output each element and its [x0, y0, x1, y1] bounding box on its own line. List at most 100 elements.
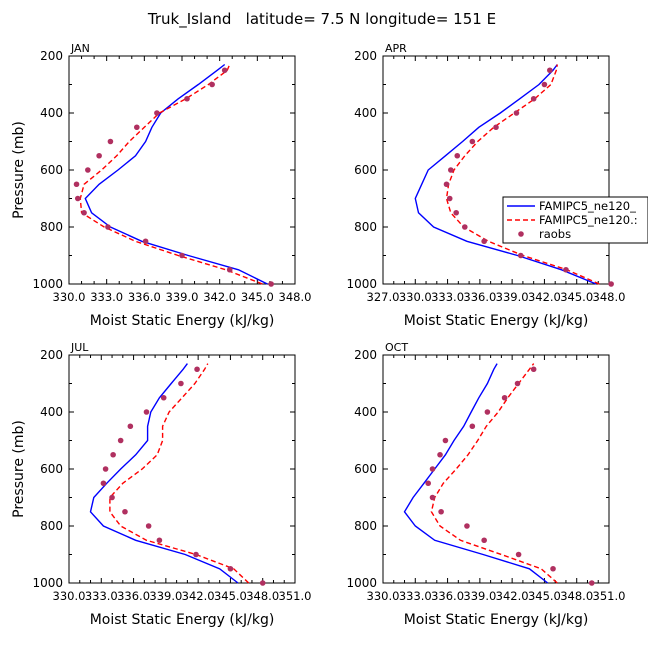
y-axis-label: Pressure (mb) — [11, 420, 27, 518]
raobs-point — [481, 238, 487, 245]
series-line-dashed — [445, 64, 600, 285]
legend-marker-dot — [518, 231, 524, 237]
x-tick-label: 333.0 — [399, 589, 432, 603]
x-tick-label: 333.0 — [431, 290, 464, 304]
raobs-point — [588, 580, 595, 586]
y-tick-label: 400 — [40, 106, 63, 120]
y-tick-label: 200 — [40, 49, 63, 63]
raobs-point — [226, 266, 233, 273]
raobs-point — [513, 110, 520, 116]
raobs-point — [429, 466, 436, 472]
panel-title: APR — [385, 42, 407, 55]
series-line-dashed — [109, 363, 250, 584]
x-tick-label: 336.0 — [431, 589, 464, 603]
y-tick-label: 200 — [40, 348, 63, 362]
x-tick-label: 339.0 — [496, 290, 529, 304]
x-tick-label: 342.0 — [182, 589, 215, 603]
y-tick-label: 200 — [354, 348, 377, 362]
panel-jul: 330.0 333.0 336.0 339.0 342.0 345.0 348.0 351.0… — [11, 341, 311, 628]
figure-title: Truk_Island latitude= 7.5 N longitude= 1… — [147, 10, 496, 29]
raobs-point — [547, 67, 553, 74]
raobs-point — [209, 81, 215, 88]
legend-label: FAMIPC5_ne120.: — [539, 213, 638, 227]
x-tick-label: 351.0 — [593, 589, 626, 603]
x-tick-label: 336.0 — [463, 290, 496, 304]
raobs-point — [156, 537, 163, 544]
raobs-point — [448, 167, 454, 173]
x-tick-label: 336.0 — [117, 589, 150, 603]
y-axis-label: Pressure (mb) — [11, 121, 27, 219]
raobs-point — [127, 423, 134, 430]
raobs-point — [541, 81, 548, 88]
y-tick-label: 200 — [354, 49, 377, 63]
x-tick-label: 348.0 — [246, 589, 279, 603]
raobs-point — [438, 508, 444, 515]
raobs-point — [563, 266, 569, 273]
x-tick-label: 348.0 — [279, 290, 312, 304]
raobs-point — [268, 281, 274, 287]
plot-frame — [68, 55, 296, 285]
x-tick-label: 348.0 — [560, 589, 593, 603]
y-tick-label: 600 — [354, 163, 377, 177]
raobs-point — [85, 167, 91, 173]
y-tick-label: 1000 — [32, 576, 63, 590]
raobs-point — [109, 494, 115, 501]
raobs-point — [122, 508, 128, 515]
raobs-point — [515, 551, 522, 558]
x-tick-label: 327.0 — [367, 290, 400, 304]
raobs-point — [107, 138, 114, 145]
raobs-point — [105, 224, 111, 230]
x-tick-label: 345.0 — [528, 589, 561, 603]
panel-oct: 330.0 333.0 336.0 339.0 342.0 345.0 348.0 351.0… — [346, 341, 625, 628]
y-tick-label: 400 — [40, 405, 63, 419]
raobs-point — [443, 181, 450, 188]
raobs-point — [117, 437, 124, 444]
raobs-point — [110, 451, 116, 458]
y-tick-label: 800 — [354, 220, 377, 234]
y-tick-label: 400 — [354, 106, 377, 120]
raobs-point — [437, 451, 443, 458]
x-axis-label: Moist Static Energy (kJ/kg) — [90, 313, 275, 329]
y-tick-label: 1000 — [346, 277, 377, 291]
x-tick-label: 330.0 — [53, 589, 86, 603]
y-tick-label: 600 — [40, 462, 63, 476]
raobs-point — [608, 281, 614, 287]
raobs-point — [179, 252, 185, 259]
raobs-point — [550, 565, 556, 572]
raobs-point — [145, 523, 152, 529]
raobs-point — [227, 565, 234, 572]
x-tick-label: 333.0 — [85, 589, 118, 603]
x-tick-label: 345.0 — [560, 290, 593, 304]
raobs-point — [81, 209, 87, 216]
x-tick-label: 348.0 — [593, 290, 626, 304]
panel-title: OCT — [385, 341, 408, 354]
y-tick-label: 1000 — [346, 576, 377, 590]
raobs-point — [259, 580, 266, 586]
series-line-solid — [414, 64, 597, 285]
raobs-point — [74, 195, 81, 202]
x-axis-label: Moist Static Energy (kJ/kg) — [404, 313, 589, 329]
raobs-point — [73, 181, 80, 188]
raobs-point — [425, 480, 432, 487]
plot-frame — [382, 354, 610, 584]
y-tick-label: 400 — [354, 405, 377, 419]
x-tick-label: 345.0 — [214, 589, 247, 603]
raobs-point — [461, 224, 468, 230]
raobs-point — [464, 523, 470, 529]
series-line-solid — [84, 63, 268, 285]
x-tick-label: 336.0 — [128, 290, 161, 304]
raobs-point — [469, 423, 476, 430]
raobs-point — [454, 152, 461, 159]
panel-title: JAN — [70, 42, 90, 55]
x-axis-label: Moist Static Energy (kJ/kg) — [404, 612, 589, 628]
x-tick-label: 330.0 — [399, 290, 432, 304]
raobs-point — [184, 95, 190, 102]
y-tick-label: 800 — [354, 519, 377, 533]
raobs-point — [221, 67, 228, 74]
y-tick-label: 600 — [40, 163, 63, 177]
raobs-point — [514, 380, 521, 387]
x-tick-label: 330.0 — [53, 290, 86, 304]
x-tick-label: 333.0 — [90, 290, 123, 304]
raobs-point — [429, 494, 436, 501]
